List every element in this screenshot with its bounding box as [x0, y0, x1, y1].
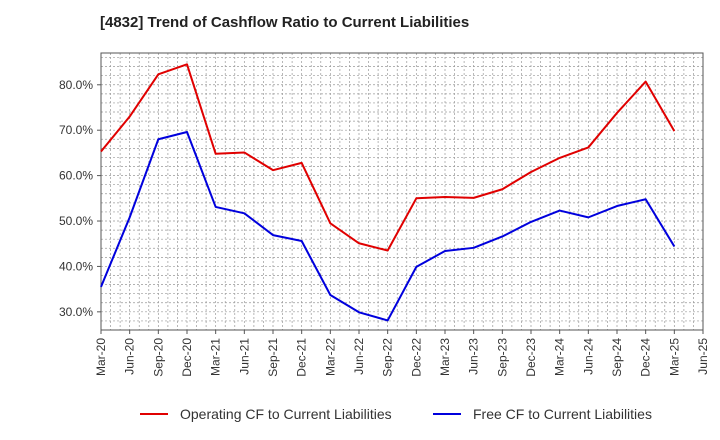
- x-tick-label: Mar-23: [438, 338, 452, 376]
- x-tick-label: Mar-21: [209, 338, 223, 376]
- x-tick-label: Jun-20: [123, 338, 137, 375]
- x-tick-label: Jun-25: [696, 338, 710, 375]
- x-tick-label: Sep-21: [266, 338, 280, 377]
- y-tick-label: 30.0%: [59, 305, 93, 319]
- x-tick-label: Mar-20: [94, 338, 108, 376]
- x-axis: Mar-20 Jun-20 Sep-20 Dec-20 Mar-21 Jun-21 Sep-…: [94, 330, 710, 377]
- y-tick-label: 40.0%: [59, 259, 93, 273]
- legend: Operating CF to Current Liabilities Free …: [140, 406, 652, 422]
- y-tick-label: 50.0%: [59, 214, 93, 228]
- y-axis: 30.0% 40.0% 50.0% 60.0% 70.0% 80.0%: [59, 78, 101, 319]
- x-tick-label: Mar-25: [667, 338, 681, 376]
- x-tick-label: Jun-23: [467, 338, 481, 375]
- series-line: [100, 131, 676, 322]
- series-line: [100, 63, 676, 252]
- plot-frame: [100, 52, 704, 331]
- y-tick-label: 70.0%: [59, 123, 93, 137]
- x-tick-label: Sep-20: [151, 338, 165, 377]
- x-tick-label: Sep-24: [610, 338, 624, 377]
- x-tick-label: Jun-24: [581, 338, 595, 375]
- x-tick-label: Jun-21: [237, 338, 251, 375]
- series-layer: [100, 63, 676, 322]
- x-tick-label: Mar-22: [323, 338, 337, 376]
- chart-title: [4832] Trend of Cashflow Ratio to Curren…: [100, 14, 470, 31]
- x-tick-label: Jun-22: [352, 338, 366, 375]
- grid: [101, 53, 703, 331]
- x-tick-label: Mar-24: [553, 338, 567, 376]
- x-tick-label: Dec-20: [180, 338, 194, 377]
- x-tick-label: Dec-21: [295, 338, 309, 377]
- y-tick-label: 80.0%: [59, 78, 93, 92]
- legend-label: Operating CF to Current Liabilities: [180, 406, 392, 422]
- x-tick-label: Dec-22: [409, 338, 423, 377]
- x-tick-label: Dec-24: [639, 338, 653, 377]
- x-tick-label: Sep-23: [495, 338, 509, 377]
- legend-label: Free CF to Current Liabilities: [473, 406, 652, 422]
- x-tick-label: Dec-23: [524, 338, 538, 377]
- y-tick-label: 60.0%: [59, 169, 93, 183]
- x-tick-label: Sep-22: [381, 338, 395, 377]
